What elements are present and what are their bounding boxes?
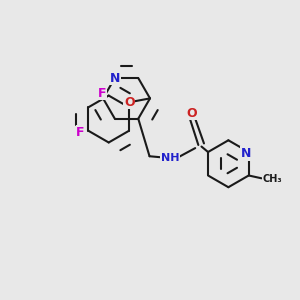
Text: F: F — [76, 126, 85, 139]
Text: N: N — [240, 147, 251, 160]
Text: NH: NH — [161, 153, 179, 163]
Text: CH₃: CH₃ — [263, 174, 282, 184]
Text: N: N — [110, 72, 120, 85]
Text: F: F — [98, 87, 106, 100]
Text: O: O — [124, 96, 135, 109]
Text: O: O — [187, 106, 197, 120]
